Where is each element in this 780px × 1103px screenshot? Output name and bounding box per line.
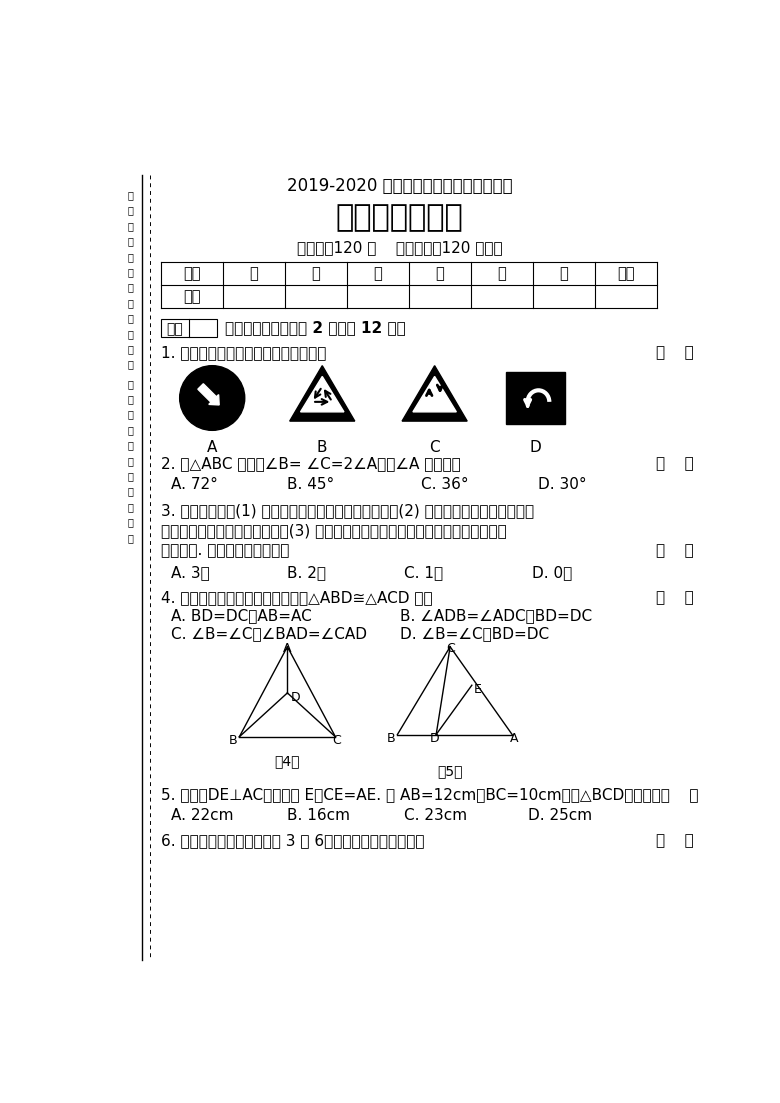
Text: （    ）: （ ） — [655, 833, 693, 848]
Text: A. 3个: A. 3个 — [171, 565, 210, 580]
Text: 一: 一 — [250, 267, 258, 281]
Text: 要: 要 — [128, 329, 133, 339]
Text: 得分: 得分 — [183, 290, 200, 304]
Text: B: B — [387, 732, 395, 746]
FancyArrow shape — [198, 384, 219, 405]
Text: 6. 等腰三角形的两边分别为 3 和 6，则这个三角形的周长是: 6. 等腰三角形的两边分别为 3 和 6，则这个三角形的周长是 — [161, 833, 424, 848]
Text: D. 0个: D. 0个 — [531, 565, 572, 580]
Text: B: B — [229, 735, 237, 748]
Polygon shape — [402, 366, 467, 421]
Text: 二: 二 — [312, 267, 321, 281]
Text: 第4题: 第4题 — [275, 754, 300, 769]
Text: D: D — [530, 440, 541, 456]
Text: 写: 写 — [128, 471, 133, 481]
Circle shape — [179, 366, 245, 430]
Text: 不: 不 — [128, 440, 133, 450]
Text: 考: 考 — [128, 190, 133, 200]
Text: 总分: 总分 — [617, 267, 635, 281]
Bar — [161, 319, 217, 338]
Text: 分别相等. 其中真命题的个数有: 分别相等. 其中真命题的个数有 — [161, 544, 289, 558]
Text: 生: 生 — [128, 205, 133, 215]
Text: 2019-2020 学年上学期期中教学质量检测: 2019-2020 学年上学期期中教学质量检测 — [287, 176, 512, 195]
Polygon shape — [413, 376, 456, 411]
Text: A: A — [207, 440, 218, 456]
Text: D. 25cm: D. 25cm — [527, 808, 592, 824]
Text: 封: 封 — [128, 267, 133, 277]
Text: A. BD=DC，AB=AC: A. BD=DC，AB=AC — [171, 608, 312, 623]
Text: 要: 要 — [128, 456, 133, 465]
Text: 题: 题 — [128, 360, 133, 370]
Text: 是对应角，相等的边是对应边；(3) 全等三角形对应边上的高、中线及对应角平分线: 是对应角，相等的边是对应边；(3) 全等三角形对应边上的高、中线及对应角平分线 — [161, 524, 507, 538]
Text: C. 23cm: C. 23cm — [403, 808, 466, 824]
Text: 三: 三 — [374, 267, 382, 281]
Text: 得分: 得分 — [166, 322, 183, 335]
Text: （    ）: （ ） — [655, 590, 693, 604]
Text: 3. 下列命题中：(1) 形状相同的两个三角形是全等形；(2) 在两个三角形中，相等的角: 3. 下列命题中：(1) 形状相同的两个三角形是全等形；(2) 在两个三角形中，… — [161, 503, 534, 518]
Text: 密: 密 — [128, 378, 133, 388]
Text: D. ∠B=∠C，BD=DC: D. ∠B=∠C，BD=DC — [399, 625, 549, 641]
Text: 线: 线 — [128, 282, 133, 292]
Text: 1. 下列交通标志中，是轴对称图形的是: 1. 下列交通标志中，是轴对称图形的是 — [161, 345, 326, 361]
Text: A. 22cm: A. 22cm — [171, 808, 234, 824]
Text: B. ∠ADB=∠ADC，BD=DC: B. ∠ADB=∠ADC，BD=DC — [399, 608, 592, 623]
Bar — [506, 372, 565, 425]
Text: B: B — [317, 440, 328, 456]
Text: 带: 带 — [128, 221, 133, 231]
Text: B. 2个: B. 2个 — [287, 565, 326, 580]
Text: C: C — [429, 440, 440, 456]
Text: （    ）: （ ） — [655, 456, 693, 471]
Text: 一、选择题（每小题 2 分，共 12 分）: 一、选择题（每小题 2 分，共 12 分） — [225, 320, 406, 335]
Text: B. 45°: B. 45° — [287, 478, 335, 492]
Text: 好: 好 — [128, 236, 133, 246]
Polygon shape — [300, 376, 344, 411]
Text: 题号: 题号 — [183, 267, 200, 281]
Text: 密: 密 — [128, 251, 133, 261]
Text: C: C — [332, 735, 341, 748]
Text: D. 30°: D. 30° — [537, 478, 587, 492]
Text: D: D — [290, 692, 300, 705]
Text: 线: 线 — [128, 409, 133, 419]
Text: A: A — [283, 642, 292, 655]
Text: 考: 考 — [128, 486, 133, 496]
Text: C. 36°: C. 36° — [421, 478, 469, 492]
Text: 第5题: 第5题 — [438, 763, 463, 778]
Text: C: C — [446, 642, 456, 655]
Text: 名: 名 — [128, 533, 133, 543]
Text: 号: 号 — [128, 502, 133, 512]
Text: 4. 如图，在下列条件中，不能证明△ABD≅△ACD 的是: 4. 如图，在下列条件中，不能证明△ABD≅△ACD 的是 — [161, 590, 433, 604]
Text: D: D — [430, 732, 439, 746]
Text: B. 16cm: B. 16cm — [287, 808, 350, 824]
Text: 六: 六 — [560, 267, 569, 281]
Text: E: E — [473, 683, 481, 696]
Text: 不: 不 — [128, 313, 133, 323]
Text: 内: 内 — [128, 298, 133, 308]
Text: 五: 五 — [498, 267, 506, 281]
Text: A. 72°: A. 72° — [171, 478, 218, 492]
Text: 八年级数学试卷: 八年级数学试卷 — [336, 203, 463, 233]
Text: 答: 答 — [128, 344, 133, 354]
Text: C. ∠B=∠C，∠BAD=∠CAD: C. ∠B=∠C，∠BAD=∠CAD — [171, 625, 367, 641]
Text: C. 1个: C. 1个 — [403, 565, 443, 580]
Text: （    ）: （ ） — [655, 544, 693, 558]
Text: （满分：120 分    答题时间：120 分钟）: （满分：120 分 答题时间：120 分钟） — [297, 240, 502, 255]
Text: 四: 四 — [436, 267, 445, 281]
Text: A: A — [509, 732, 518, 746]
Text: 2. 在△ABC 中，若∠B= ∠C=2∠A，则∠A 的度数为: 2. 在△ABC 中，若∠B= ∠C=2∠A，则∠A 的度数为 — [161, 456, 461, 471]
Text: （    ）: （ ） — [655, 345, 693, 361]
Text: 外: 外 — [128, 425, 133, 435]
Polygon shape — [289, 366, 355, 421]
Text: 姓: 姓 — [128, 517, 133, 527]
Text: 5. 如图，DE⊥AC，垂足为 E，CE=AE. 若 AB=12cm，BC=10cm，则△BCD的周长是（    ）: 5. 如图，DE⊥AC，垂足为 E，CE=AE. 若 AB=12cm，BC=10… — [161, 786, 699, 802]
Text: 封: 封 — [128, 394, 133, 404]
